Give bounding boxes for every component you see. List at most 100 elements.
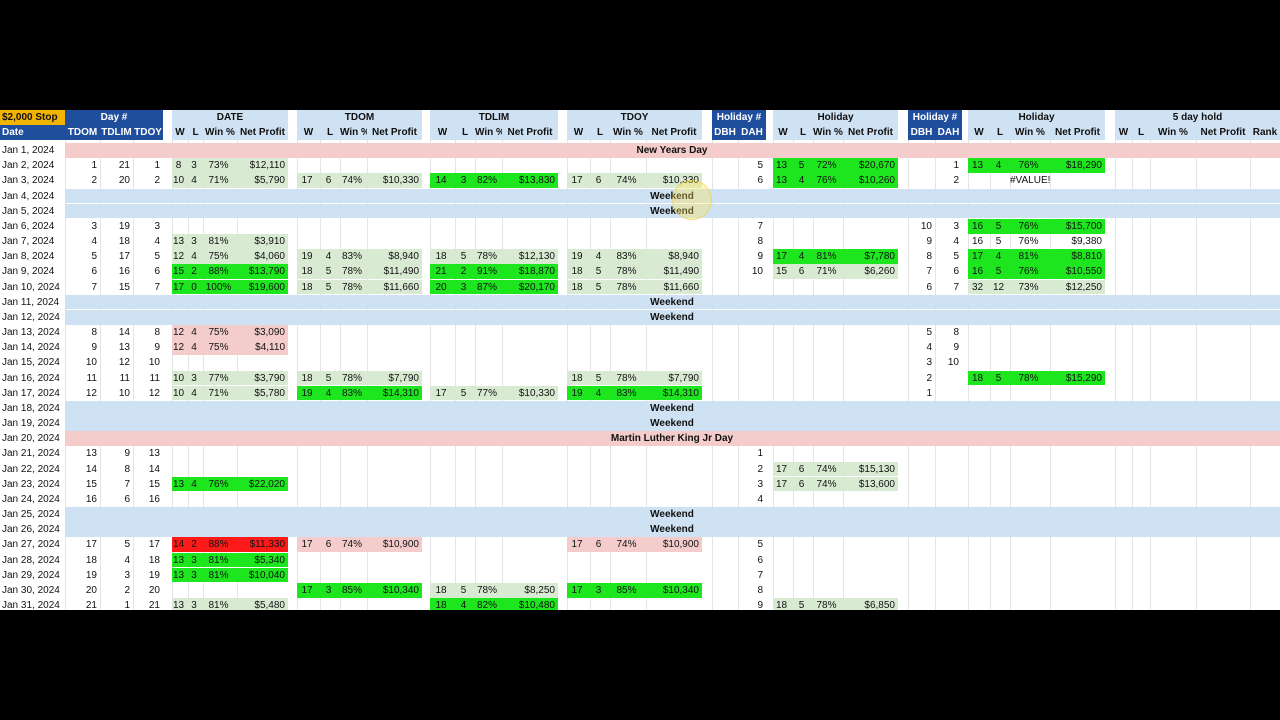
value-cell: 81% (208, 600, 229, 610)
value-cell: 12 (992, 281, 1005, 293)
value-cell: 6 (325, 175, 332, 187)
value-cell: 10 (172, 175, 185, 187)
value-cell: 6 (757, 175, 763, 187)
band-weekend (65, 416, 1280, 431)
value-cell: 3 (926, 357, 932, 369)
date-header: Date (0, 125, 65, 140)
value-cell: 78% (616, 372, 637, 384)
grid-line (935, 140, 936, 610)
value-cell: 16 (85, 493, 97, 505)
value-cell: 2 (124, 584, 130, 596)
value-cell: 18 (301, 266, 313, 278)
value-cell: 4 (191, 387, 197, 399)
date-cell: Jan 1, 2024 (2, 145, 55, 156)
value-cell: 17 (435, 387, 447, 399)
value-cell: 18 (435, 584, 447, 596)
date-cell: Jan 8, 2024 (2, 251, 55, 263)
value-cell: 1 (953, 160, 959, 172)
column-header: L (990, 125, 1010, 140)
value-cell: 13 (172, 569, 185, 581)
cell-fill (773, 249, 898, 264)
cell-fill (172, 537, 288, 553)
value-cell: 19 (301, 251, 313, 263)
column-header: Net Profit (1050, 125, 1105, 140)
value-cell: 13 (775, 175, 788, 187)
value-cell: 10 (751, 266, 763, 278)
value-cell: 8 (91, 327, 97, 339)
value-cell: $3,790 (254, 372, 285, 384)
value-cell: $10,340 (662, 584, 699, 596)
value-cell: 5 (595, 266, 602, 278)
value-cell: 73% (1018, 281, 1039, 293)
value-cell: 5 (953, 251, 959, 263)
value-cell: 1 (124, 600, 130, 610)
value-cell: $19,600 (248, 281, 285, 293)
spreadsheet: $2,000 Stop Date Day # TDOM TDLIM TDOY DATE W L W… (0, 110, 1280, 610)
value-cell: 12 (172, 251, 185, 263)
value-cell: 4 (124, 554, 130, 566)
band-label: New Years Day (636, 145, 708, 156)
value-cell: 11 (119, 372, 130, 384)
grid-line (908, 140, 909, 610)
value-cell: 81% (816, 251, 837, 263)
column-header: Win % (1010, 125, 1050, 140)
value-cell: 17 (775, 463, 788, 475)
cell-fill (567, 385, 702, 401)
value-cell: 18 (571, 372, 583, 384)
date-cell: Jan 11, 2024 (2, 296, 60, 308)
value-cell: 17 (301, 175, 313, 187)
value-cell: 3 (191, 236, 197, 248)
column-header: TDOY (133, 125, 163, 140)
value-cell: 4 (191, 342, 197, 354)
band-weekend (65, 400, 1280, 416)
value-cell: 4 (595, 251, 602, 263)
value-cell: 85% (341, 584, 362, 596)
cell-fill (172, 567, 288, 583)
date-cell: Jan 14, 2024 (2, 342, 60, 354)
value-cell: 71% (208, 175, 229, 187)
value-cell: 71% (816, 266, 837, 278)
value-cell: 15 (118, 281, 130, 293)
value-cell: 6 (798, 478, 805, 490)
value-cell: $10,340 (382, 584, 419, 596)
value-cell: 4 (595, 387, 602, 399)
cell-fill (297, 537, 422, 553)
value-cell: 4 (191, 251, 197, 263)
date-cell: Jan 13, 2024 (2, 327, 60, 339)
value-cell: 1 (757, 448, 763, 460)
value-cell: 85% (616, 584, 637, 596)
value-cell: 16 (971, 236, 984, 248)
value-cell: 12 (172, 342, 185, 354)
date-cell: Jan 22, 2024 (2, 463, 60, 475)
grid-line (502, 140, 503, 610)
value-cell: 16 (971, 266, 984, 278)
cell-fill (567, 537, 702, 553)
value-cell: 4 (460, 600, 467, 610)
value-cell: $10,330 (382, 175, 419, 187)
cell-fill (297, 264, 422, 280)
value-cell: $14,310 (662, 387, 699, 399)
value-cell: 72% (816, 160, 837, 172)
value-cell: 18 (435, 251, 447, 263)
value-cell: $10,900 (662, 539, 699, 551)
column-header: DBH (908, 125, 935, 140)
cell-fill (172, 340, 288, 355)
value-cell: $12,250 (1065, 281, 1102, 293)
value-cell: 10 (947, 357, 959, 369)
value-cell: $7,790 (388, 372, 419, 384)
value-cell: 15 (172, 266, 185, 278)
value-cell: 73% (208, 160, 229, 172)
value-cell: 76% (1018, 160, 1039, 172)
date-cell: Jan 4, 2024 (2, 190, 55, 202)
value-cell: 7 (757, 220, 763, 232)
value-cell: 5 (757, 539, 763, 551)
value-cell: 8 (757, 584, 763, 596)
cell-fill (968, 249, 1105, 264)
value-cell: 2 (191, 266, 197, 278)
value-cell: 5 (798, 160, 805, 172)
value-cell: 83% (341, 251, 362, 263)
cell-fill (172, 476, 288, 492)
stop-header: $2,000 Stop (0, 110, 65, 125)
value-cell: 3 (191, 160, 197, 172)
column-header: W (567, 125, 590, 140)
